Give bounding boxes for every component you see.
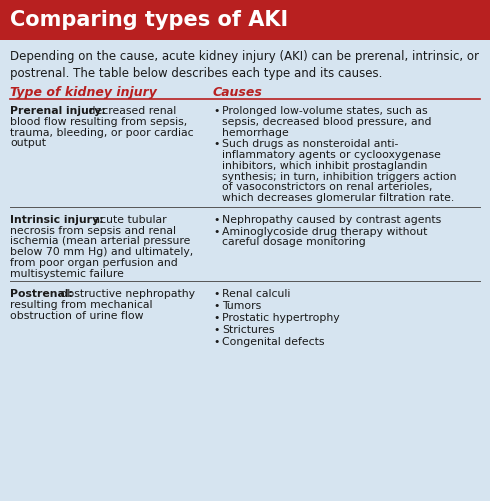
- Text: Such drugs as nonsteroidal anti-: Such drugs as nonsteroidal anti-: [222, 139, 398, 149]
- Text: Prostatic hypertrophy: Prostatic hypertrophy: [222, 313, 340, 323]
- Text: inhibitors, which inhibit prostaglandin: inhibitors, which inhibit prostaglandin: [222, 161, 427, 171]
- Text: obstructive nephropathy: obstructive nephropathy: [57, 290, 195, 300]
- Text: Causes: Causes: [213, 86, 263, 99]
- Text: from poor organ perfusion and: from poor organ perfusion and: [10, 258, 178, 268]
- Text: Renal calculi: Renal calculi: [222, 290, 291, 300]
- Text: careful dosage monitoring: careful dosage monitoring: [222, 237, 366, 247]
- Text: obstruction of urine flow: obstruction of urine flow: [10, 311, 144, 321]
- Text: Tumors: Tumors: [222, 301, 261, 311]
- Text: decreased renal: decreased renal: [85, 106, 176, 116]
- Text: Type of kidney injury: Type of kidney injury: [10, 86, 157, 99]
- Text: Congenital defects: Congenital defects: [222, 337, 324, 347]
- Text: Postrenal:: Postrenal:: [10, 290, 73, 300]
- Text: sepsis, decreased blood pressure, and: sepsis, decreased blood pressure, and: [222, 117, 432, 127]
- Text: •: •: [213, 226, 220, 236]
- Text: multisystemic failure: multisystemic failure: [10, 269, 124, 279]
- Text: inflammatory agents or cyclooxygenase: inflammatory agents or cyclooxygenase: [222, 150, 441, 160]
- Text: Depending on the cause, acute kidney injury (AKI) can be prerenal, intrinsic, or: Depending on the cause, acute kidney inj…: [10, 50, 479, 80]
- Text: Comparing types of AKI: Comparing types of AKI: [10, 10, 288, 30]
- Text: Prolonged low-volume states, such as: Prolonged low-volume states, such as: [222, 106, 428, 116]
- Text: •: •: [213, 301, 220, 311]
- Text: blood flow resulting from sepsis,: blood flow resulting from sepsis,: [10, 117, 187, 127]
- Text: of vasoconstrictors on renal arterioles,: of vasoconstrictors on renal arterioles,: [222, 182, 433, 192]
- Text: necrosis from sepsis and renal: necrosis from sepsis and renal: [10, 225, 176, 235]
- Text: hemorrhage: hemorrhage: [222, 128, 289, 138]
- Text: •: •: [213, 325, 220, 335]
- Text: Strictures: Strictures: [222, 325, 274, 335]
- Text: Aminoglycoside drug therapy without: Aminoglycoside drug therapy without: [222, 226, 427, 236]
- Text: Intrinsic injury:: Intrinsic injury:: [10, 215, 103, 225]
- FancyBboxPatch shape: [0, 0, 490, 40]
- Text: •: •: [213, 337, 220, 347]
- Text: below 70 mm Hg) and ultimately,: below 70 mm Hg) and ultimately,: [10, 247, 193, 257]
- Text: synthesis; in turn, inhibition triggers action: synthesis; in turn, inhibition triggers …: [222, 171, 457, 181]
- Text: •: •: [213, 106, 220, 116]
- Text: trauma, bleeding, or poor cardiac: trauma, bleeding, or poor cardiac: [10, 128, 194, 138]
- Text: acute tubular: acute tubular: [90, 215, 166, 225]
- Text: ischemia (mean arterial pressure: ischemia (mean arterial pressure: [10, 236, 191, 246]
- Text: resulting from mechanical: resulting from mechanical: [10, 300, 152, 310]
- Text: •: •: [213, 313, 220, 323]
- Text: •: •: [213, 290, 220, 300]
- Text: •: •: [213, 215, 220, 225]
- Text: Nephropathy caused by contrast agents: Nephropathy caused by contrast agents: [222, 215, 441, 225]
- Text: which decreases glomerular filtration rate.: which decreases glomerular filtration ra…: [222, 193, 454, 203]
- Text: Prerenal injury:: Prerenal injury:: [10, 106, 106, 116]
- Text: •: •: [213, 139, 220, 149]
- Text: output: output: [10, 138, 46, 148]
